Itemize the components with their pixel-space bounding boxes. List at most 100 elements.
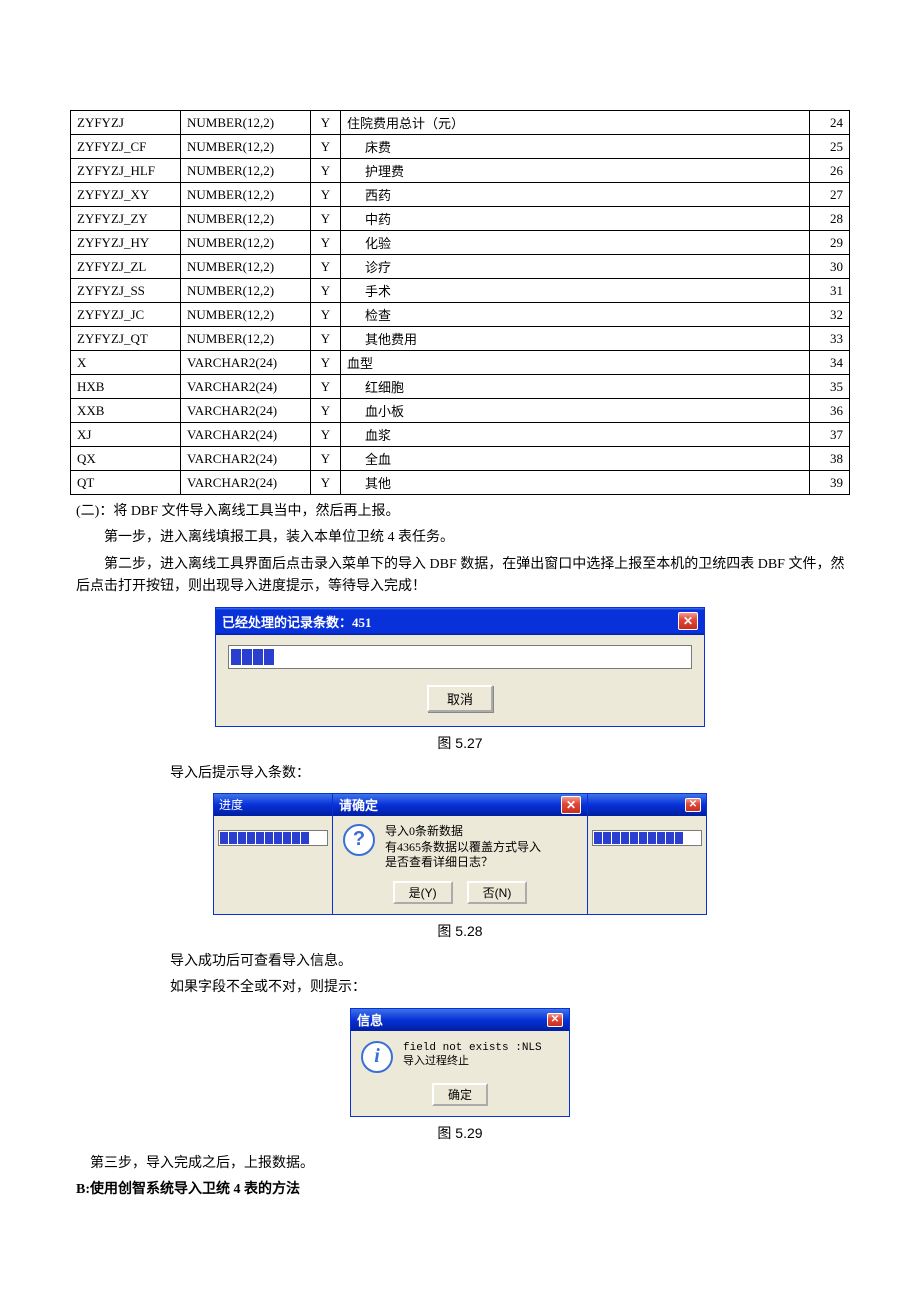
button-row: 取消 [228, 685, 692, 712]
paragraph-after-528a: 导入成功后可查看导入信息。 [70, 951, 850, 973]
cell-seq: 38 [810, 447, 850, 471]
cell-seq: 28 [810, 207, 850, 231]
cell-seq: 39 [810, 471, 850, 495]
msg-line1: field not exists :NLS [403, 1041, 542, 1055]
table-row: XXBVARCHAR2(24)Y血小板36 [71, 399, 850, 423]
cell-type: VARCHAR2(24) [181, 351, 311, 375]
center-title: 请确定 [339, 795, 378, 814]
progress-block [292, 832, 300, 844]
cell-type: NUMBER(12,2) [181, 111, 311, 135]
cell-field: ZYFYZJ_QT [71, 327, 181, 351]
cell-desc: 西药 [341, 183, 810, 207]
cell-type: NUMBER(12,2) [181, 183, 311, 207]
cell-flag: Y [311, 255, 341, 279]
close-icon[interactable]: ✕ [678, 612, 698, 630]
cell-seq: 25 [810, 135, 850, 159]
table-row: ZYFYZJ_CFNUMBER(12,2)Y床费25 [71, 135, 850, 159]
cell-seq: 33 [810, 327, 850, 351]
figure-529: 信息 ✕ i field not exists :NLS 导入过程终止 确定 [70, 1008, 850, 1117]
mini-progress-right [592, 830, 702, 846]
table-row: ZYFYZJ_XYNUMBER(12,2)Y西药27 [71, 183, 850, 207]
msg-line1: 导入0条新数据 [385, 824, 541, 840]
cell-desc: 检查 [341, 303, 810, 327]
close-icon[interactable]: ✕ [685, 798, 701, 812]
cell-flag: Y [311, 447, 341, 471]
no-button[interactable]: 否(N) [467, 881, 528, 904]
cell-seq: 27 [810, 183, 850, 207]
message-text: 导入0条新数据 有4365条数据以覆盖方式导入 是否查看详细日志？ [385, 824, 541, 871]
cell-desc: 床费 [341, 135, 810, 159]
cell-seq: 31 [810, 279, 850, 303]
progress-right-panel: ✕ [587, 793, 707, 915]
cell-flag: Y [311, 327, 341, 351]
progress-block [283, 832, 291, 844]
message-text: field not exists :NLS 导入过程终止 [403, 1041, 542, 1070]
cell-field: ZYFYZJ_HY [71, 231, 181, 255]
cell-seq: 36 [810, 399, 850, 423]
yes-button[interactable]: 是(Y) [393, 881, 453, 904]
progress-block [265, 832, 273, 844]
cell-type: VARCHAR2(24) [181, 423, 311, 447]
right-titlebar: ✕ [588, 794, 706, 816]
cell-type: NUMBER(12,2) [181, 207, 311, 231]
close-icon[interactable]: ✕ [561, 796, 581, 814]
table-row: XJVARCHAR2(24)Y血浆37 [71, 423, 850, 447]
cell-field: ZYFYZJ_JC [71, 303, 181, 327]
caption-528: 图 5.28 [70, 921, 850, 941]
cell-flag: Y [311, 231, 341, 255]
table-row: ZYFYZJ_HLFNUMBER(12,2)Y护理费26 [71, 159, 850, 183]
button-row: 是(Y) 否(N) [343, 881, 577, 904]
cell-type: NUMBER(12,2) [181, 255, 311, 279]
cell-type: VARCHAR2(24) [181, 447, 311, 471]
cell-field: ZYFYZJ_XY [71, 183, 181, 207]
progress-block [630, 832, 638, 844]
cell-desc: 红细胞 [341, 375, 810, 399]
cell-flag: Y [311, 111, 341, 135]
table-row: QTVARCHAR2(24)Y其他39 [71, 471, 850, 495]
progress-block [648, 832, 656, 844]
cell-type: NUMBER(12,2) [181, 135, 311, 159]
msg-line2: 导入过程终止 [403, 1055, 542, 1069]
cell-desc: 化验 [341, 231, 810, 255]
cell-field: HXB [71, 375, 181, 399]
cell-field: ZYFYZJ_CF [71, 135, 181, 159]
progress-block [639, 832, 647, 844]
message-row: i field not exists :NLS 导入过程终止 [361, 1041, 559, 1073]
info-dialog: 信息 ✕ i field not exists :NLS 导入过程终止 确定 [350, 1008, 570, 1117]
cancel-button[interactable]: 取消 [427, 685, 493, 712]
button-row: 确定 [361, 1083, 559, 1106]
cell-seq: 35 [810, 375, 850, 399]
center-titlebar: 请确定 ✕ [333, 794, 587, 816]
question-icon: ? [343, 824, 375, 856]
cell-flag: Y [311, 279, 341, 303]
table-row: ZYFYZJ_HYNUMBER(12,2)Y化验29 [71, 231, 850, 255]
message-row: ? 导入0条新数据 有4365条数据以覆盖方式导入 是否查看详细日志？ [343, 824, 577, 871]
ok-button[interactable]: 确定 [432, 1083, 488, 1106]
paragraph-after-528b: 如果字段不全或不对，则提示： [70, 977, 850, 999]
document-page: ZYFYZJNUMBER(12,2)Y住院费用总计（元）24ZYFYZJ_CFN… [0, 0, 920, 1245]
progress-block [220, 832, 228, 844]
paragraph-step3: 第三步，导入完成之后，上报数据。 [70, 1153, 850, 1175]
cell-type: NUMBER(12,2) [181, 279, 311, 303]
progress-block [612, 832, 620, 844]
cell-desc: 诊疗 [341, 255, 810, 279]
cell-desc: 血型 [341, 351, 810, 375]
progress-block [301, 832, 309, 844]
cell-flag: Y [311, 375, 341, 399]
cell-field: ZYFYZJ_ZL [71, 255, 181, 279]
cell-desc: 血浆 [341, 423, 810, 447]
cell-seq: 24 [810, 111, 850, 135]
close-icon[interactable]: ✕ [547, 1013, 563, 1027]
cell-desc: 住院费用总计（元） [341, 111, 810, 135]
mini-progress-left [218, 830, 328, 846]
cell-flag: Y [311, 207, 341, 231]
right-body [588, 816, 706, 860]
progress-dialog: 已经处理的记录条数：451 ✕ 取消 [215, 607, 705, 727]
cell-desc: 血小板 [341, 399, 810, 423]
progress-block [231, 649, 241, 665]
confirm-dialog: 请确定 ✕ ? 导入0条新数据 有4365条数据以覆盖方式导入 是否查看详细日志… [332, 793, 588, 915]
table-row: HXBVARCHAR2(24)Y红细胞35 [71, 375, 850, 399]
left-title: 进度 [219, 796, 243, 813]
figure-527: 已经处理的记录条数：451 ✕ 取消 [70, 607, 850, 727]
cell-desc: 手术 [341, 279, 810, 303]
